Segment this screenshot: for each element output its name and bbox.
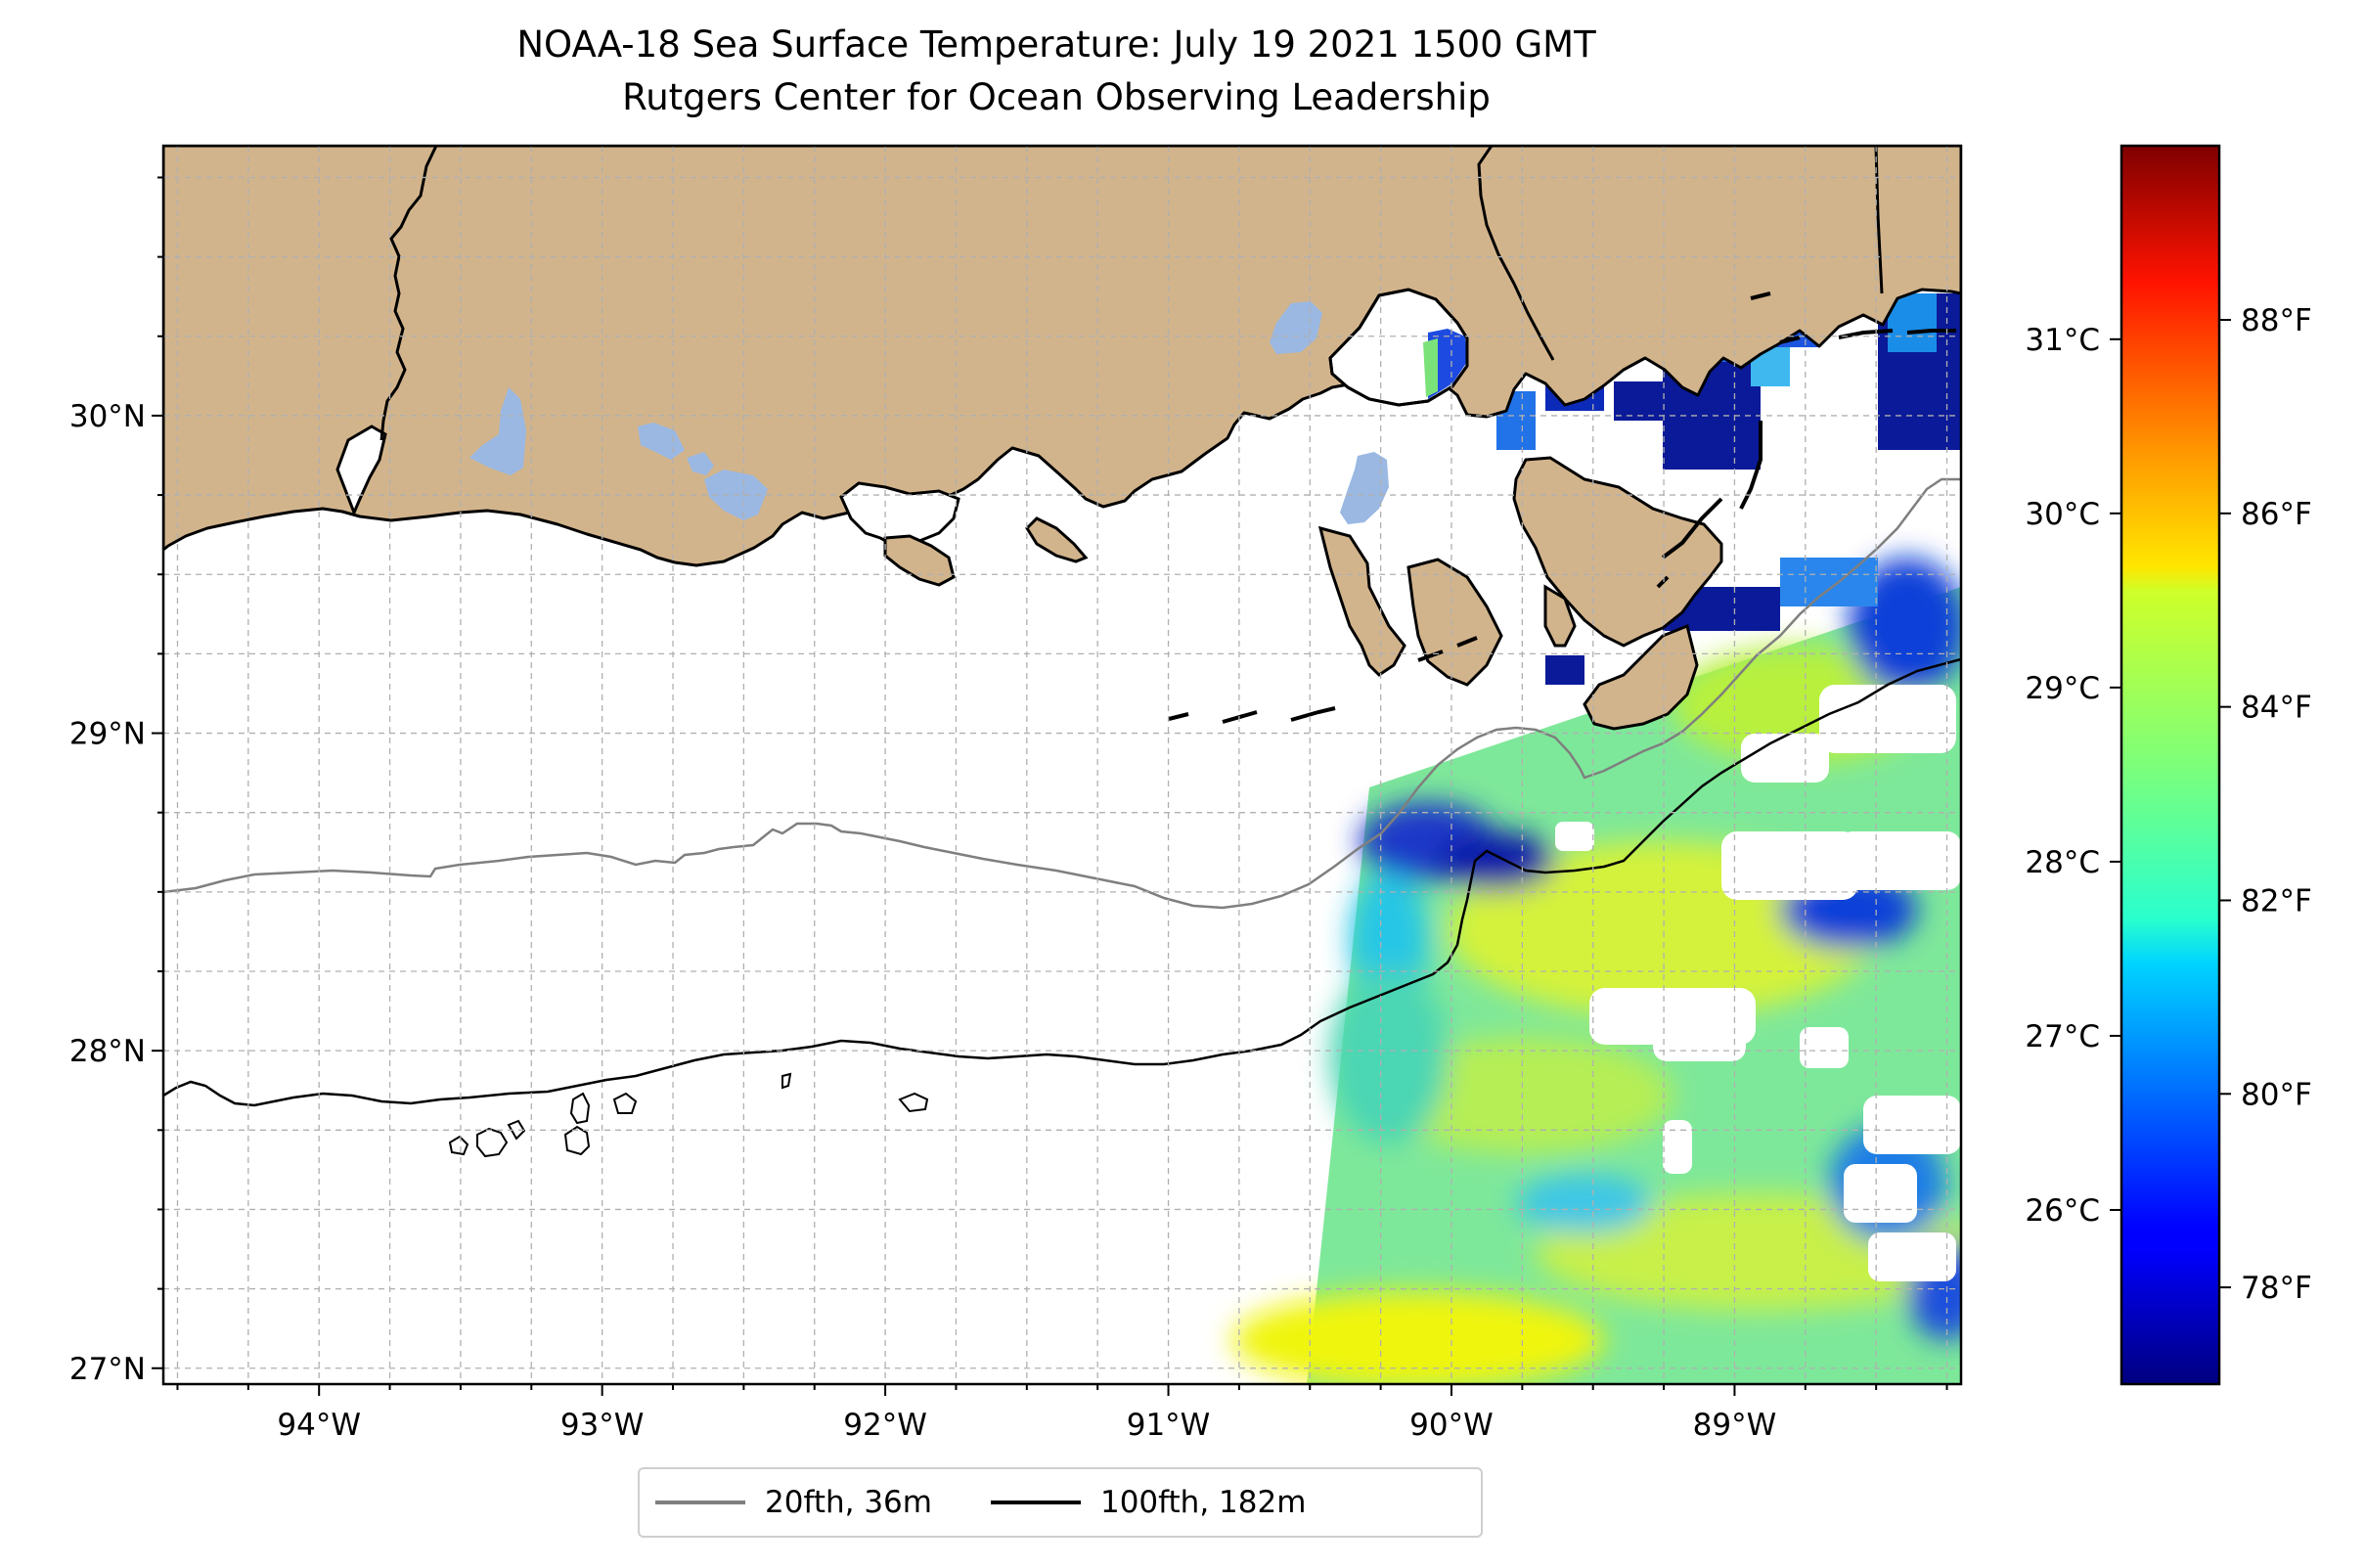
lon-tick-label: 89°W — [1693, 1408, 1777, 1443]
colorbar-fahrenheit-ticks: 78°F 80°F 82°F 84°F 86°F 88°F — [2219, 303, 2312, 1306]
colorbar-c-label: 31°C — [2025, 323, 2100, 358]
graticule — [163, 146, 1961, 1384]
map-area — [163, 146, 1961, 1384]
legend-line-20fth — [655, 1501, 745, 1504]
legend-item-20fth: 20fth, 36m — [640, 1485, 932, 1520]
inland-lakes — [469, 301, 1389, 524]
contour-islets — [448, 1072, 929, 1158]
lon-tick-label: 90°W — [1409, 1408, 1494, 1443]
calcasieu-lake — [335, 425, 387, 516]
colorbar-f-label: 88°F — [2241, 303, 2312, 338]
legend-item-100fth: 100fth, 182m — [932, 1485, 1306, 1520]
sst-swath — [1232, 274, 1961, 1384]
lat-tick-label: 30°N — [69, 399, 146, 434]
contour-20fth — [163, 477, 1961, 910]
colorbar-f-label: 84°F — [2241, 691, 2312, 726]
colorbar — [2121, 146, 2219, 1384]
axis-ticks — [152, 176, 1948, 1396]
lat-tick-label: 28°N — [69, 1034, 146, 1069]
longitude-labels: 94°W 93°W 92°W 91°W 90°W 89°W — [277, 1408, 1776, 1443]
colorbar-c-label: 26°C — [2025, 1193, 2100, 1229]
legend-label-20fth: 20fth, 36m — [765, 1485, 932, 1520]
colorbar-celsius-ticks: 26°C 27°C 28°C 29°C 30°C 31°C — [2025, 323, 2121, 1229]
colorbar-f-label: 78°F — [2241, 1271, 2312, 1306]
lon-tick-label: 93°W — [560, 1408, 645, 1443]
vermilion-bay — [839, 481, 960, 550]
colorbar-c-label: 29°C — [2025, 671, 2100, 706]
latitude-labels: 30°N 29°N 28°N 27°N — [69, 399, 146, 1387]
contour-100fth — [163, 657, 1961, 1107]
legend-line-100fth — [990, 1501, 1081, 1504]
legend: 20fth, 36m 100fth, 182m — [638, 1467, 1483, 1538]
colorbar-c-label: 30°C — [2025, 497, 2100, 532]
map-frame — [161, 144, 1963, 1386]
colorbar-c-label: 28°C — [2025, 845, 2100, 880]
lon-tick-label: 94°W — [277, 1408, 361, 1443]
legend-label-100fth: 100fth, 182m — [1099, 1485, 1307, 1520]
colorbar-f-label: 86°F — [2241, 497, 2312, 532]
map-title: NOAA-18 Sea Surface Temperature: July 19… — [516, 23, 1596, 66]
colorbar-c-label: 27°C — [2025, 1019, 2100, 1054]
map-subtitle: Rutgers Center for Ocean Observing Leade… — [622, 76, 1491, 118]
lat-tick-label: 29°N — [69, 717, 146, 752]
cloud-gaps — [1555, 685, 1961, 1281]
lon-tick-label: 92°W — [843, 1408, 927, 1443]
colorbar-f-label: 80°F — [2241, 1077, 2312, 1112]
lat-tick-label: 27°N — [69, 1352, 146, 1387]
colorbar-f-label: 82°F — [2241, 883, 2312, 918]
lon-tick-label: 91°W — [1127, 1408, 1211, 1443]
land — [163, 146, 1961, 567]
